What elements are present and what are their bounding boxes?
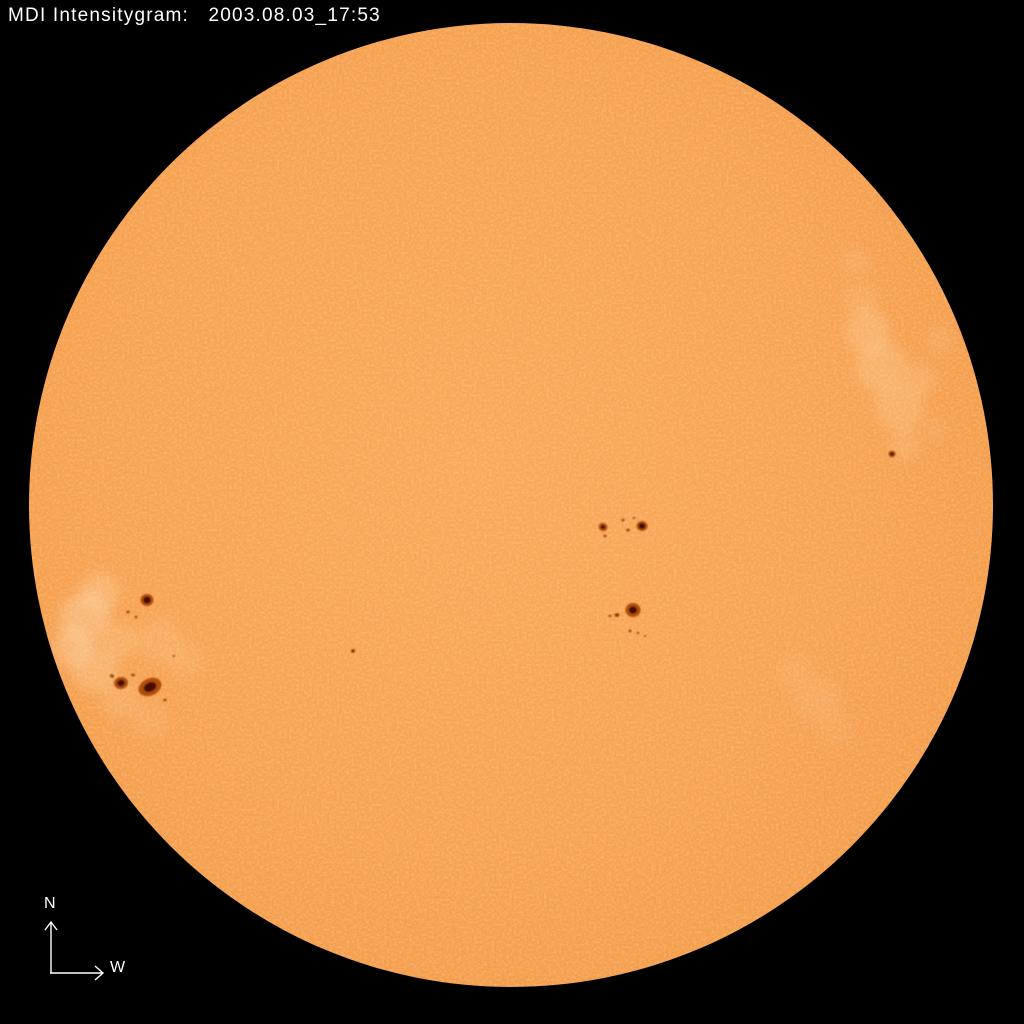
west-arrow-icon [50,965,105,981]
image-title: MDI Intensitygram: 2003.08.03_17:53 [8,5,381,26]
west-label: W [110,959,126,976]
north-arrow-icon [44,920,58,973]
orientation-compass: N W [40,895,150,996]
compass-arrows [44,920,105,981]
north-label: N [44,895,56,912]
